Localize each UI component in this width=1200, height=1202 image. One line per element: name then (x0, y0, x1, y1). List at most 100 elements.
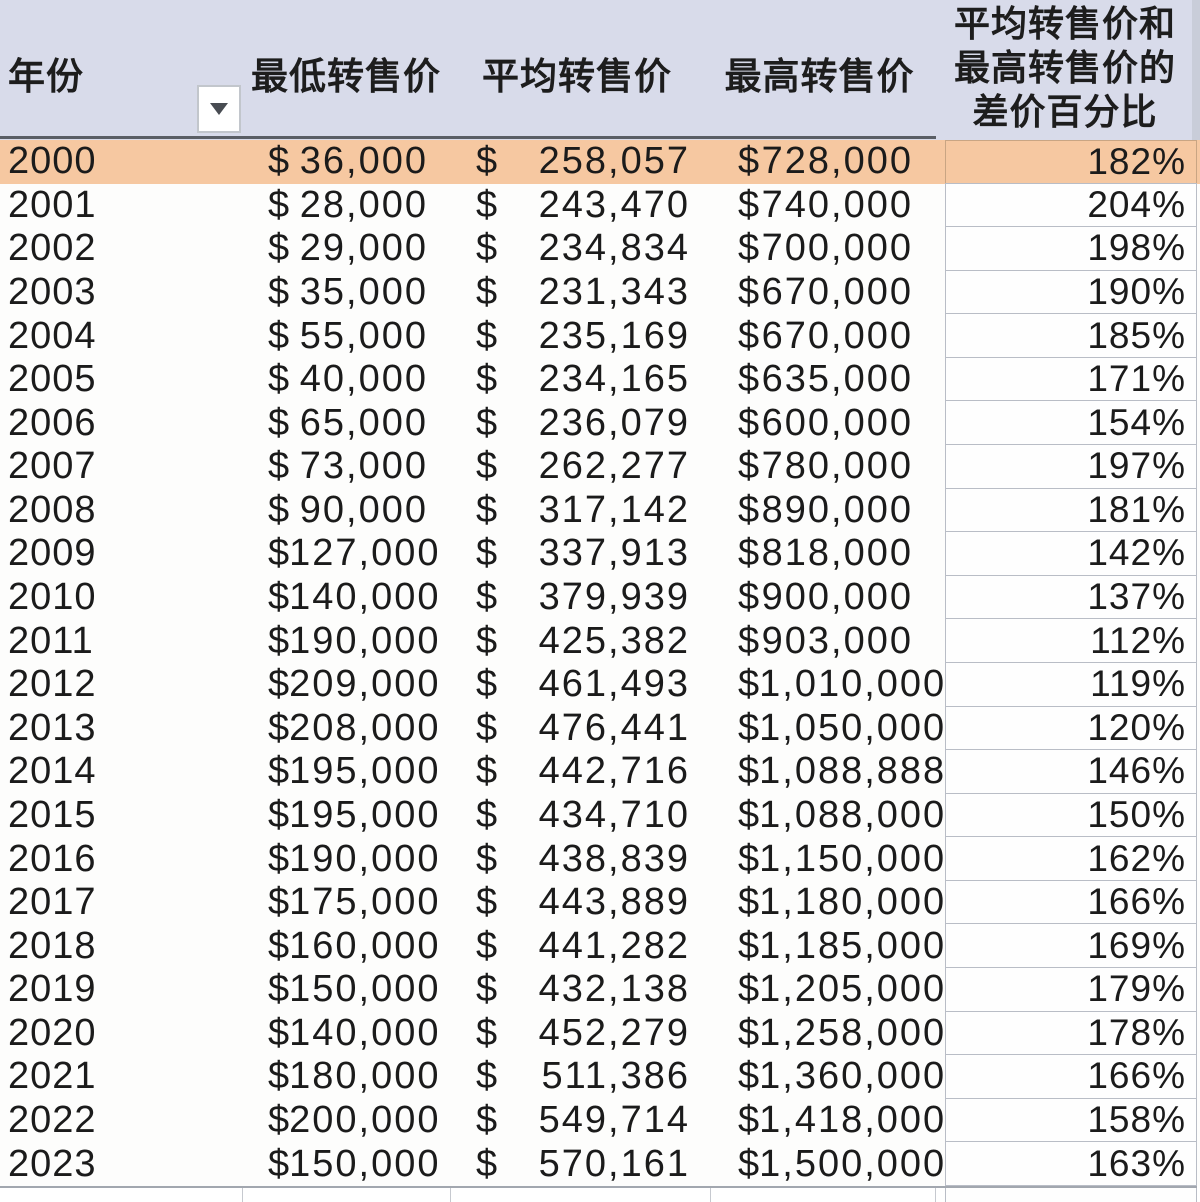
cell-max-price[interactable]: $ 1,258,000 (710, 1012, 944, 1056)
cell-year[interactable]: 2006 (8, 401, 97, 444)
cell-max-price[interactable]: $ 670,000 (710, 314, 935, 358)
cell-year[interactable]: 2015 (8, 793, 97, 836)
cell-year[interactable]: 2001 (8, 183, 97, 226)
cell-min-price[interactable]: $ 140,000 (242, 576, 450, 620)
cell-price-gap-percent[interactable]: 162% (945, 836, 1197, 881)
cell-year[interactable]: 2016 (8, 837, 97, 880)
year-filter-dropdown-button[interactable] (197, 85, 241, 133)
cell-max-price[interactable]: $ 1,500,000 (710, 1142, 944, 1186)
cell-avg-price[interactable]: $ 236,079 (450, 401, 710, 445)
cell-max-price[interactable]: $ 1,360,000 (710, 1055, 944, 1099)
cell-avg-price[interactable]: $ 432,138 (450, 968, 710, 1012)
cell-max-price[interactable]: $ 903,000 (710, 619, 935, 663)
cell-avg-price[interactable]: $ 234,165 (450, 358, 710, 402)
cell-avg-price[interactable]: $ 262,277 (450, 445, 710, 489)
cell-avg-price[interactable]: $ 317,142 (450, 489, 710, 533)
cell-min-price[interactable]: $ 40,000 (242, 358, 450, 402)
cell-year[interactable]: 2004 (8, 314, 97, 357)
cell-price-gap-percent[interactable]: 171% (945, 356, 1197, 402)
cell-price-gap-percent[interactable]: 185% (945, 313, 1197, 358)
cell-min-price[interactable]: $ 160,000 (242, 924, 450, 968)
cell-min-price[interactable]: $ 35,000 (242, 271, 450, 315)
cell-avg-price[interactable]: $ 476,441 (450, 707, 710, 751)
cell-min-price[interactable]: $ 73,000 (242, 445, 450, 489)
cell-min-price[interactable]: $ 65,000 (242, 401, 450, 445)
cell-year[interactable]: 2021 (8, 1055, 97, 1098)
cell-year[interactable]: 2013 (8, 706, 97, 749)
cell-year[interactable]: 2007 (8, 445, 97, 488)
cell-avg-price[interactable]: $ 337,913 (450, 532, 710, 576)
cell-avg-price[interactable]: $ 452,279 (450, 1012, 710, 1056)
cell-year[interactable]: 2003 (8, 271, 97, 314)
cell-avg-price[interactable]: $ 443,889 (450, 881, 710, 925)
cell-avg-price[interactable]: $ 570,161 (450, 1142, 710, 1186)
cell-min-price[interactable]: $ 36,000 (242, 140, 450, 184)
cell-avg-price[interactable]: $ 425,382 (450, 619, 710, 663)
cell-max-price[interactable]: $ 700,000 (710, 227, 935, 271)
cell-max-price[interactable]: $ 728,000 (710, 140, 935, 184)
cell-price-gap-percent[interactable]: 182% (945, 140, 1197, 184)
cell-year[interactable]: 2011 (8, 619, 94, 662)
cell-avg-price[interactable]: $ 243,470 (450, 184, 710, 228)
cell-price-gap-percent[interactable]: 178% (945, 1010, 1197, 1056)
cell-avg-price[interactable]: $ 461,493 (450, 663, 710, 707)
cell-max-price[interactable]: $ 818,000 (710, 532, 935, 576)
cell-price-gap-percent[interactable]: 137% (945, 574, 1197, 620)
cell-year[interactable]: 2019 (8, 968, 97, 1011)
cell-price-gap-percent[interactable]: 150% (945, 792, 1197, 838)
cell-price-gap-percent[interactable]: 204% (945, 182, 1197, 228)
cell-min-price[interactable]: $ 90,000 (242, 489, 450, 533)
cell-price-gap-percent[interactable]: 146% (945, 749, 1197, 794)
cell-price-gap-percent[interactable]: 142% (945, 531, 1197, 576)
cell-price-gap-percent[interactable]: 163% (945, 1141, 1197, 1186)
cell-max-price[interactable]: $ 600,000 (710, 401, 935, 445)
cell-max-price[interactable]: $ 1,185,000 (710, 924, 944, 968)
cell-max-price[interactable]: $ 1,418,000 (710, 1099, 944, 1143)
cell-year[interactable]: 2020 (8, 1011, 97, 1054)
cell-year[interactable]: 2012 (8, 663, 97, 706)
cell-price-gap-percent[interactable]: 197% (945, 444, 1197, 489)
cell-price-gap-percent[interactable]: 198% (945, 226, 1197, 271)
cell-year[interactable]: 2008 (8, 488, 97, 531)
cell-max-price[interactable]: $ 635,000 (710, 358, 935, 402)
cell-avg-price[interactable]: $ 549,714 (450, 1099, 710, 1143)
cell-avg-price[interactable]: $ 258,057 (450, 140, 710, 184)
cell-min-price[interactable]: $ 209,000 (242, 663, 450, 707)
cell-price-gap-percent[interactable]: 166% (945, 1054, 1197, 1099)
cell-year[interactable]: 2010 (8, 576, 97, 619)
cell-max-price[interactable]: $ 670,000 (710, 271, 935, 315)
cell-price-gap-percent[interactable]: 119% (945, 661, 1197, 707)
cell-min-price[interactable]: $ 195,000 (242, 794, 450, 838)
cell-year[interactable]: 2002 (8, 227, 97, 270)
cell-price-gap-percent[interactable]: 154% (945, 400, 1197, 446)
cell-year[interactable]: 2000 (8, 140, 97, 183)
cell-avg-price[interactable]: $ 235,169 (450, 314, 710, 358)
cell-min-price[interactable]: $ 150,000 (242, 1142, 450, 1186)
cell-min-price[interactable]: $ 127,000 (242, 532, 450, 576)
cell-min-price[interactable]: $ 190,000 (242, 619, 450, 663)
cell-year[interactable]: 2023 (8, 1142, 97, 1185)
cell-min-price[interactable]: $ 150,000 (242, 968, 450, 1012)
cell-price-gap-percent[interactable]: 112% (945, 618, 1197, 663)
cell-max-price[interactable]: $ 1,088,888 (710, 750, 944, 794)
cell-year[interactable]: 2014 (8, 750, 97, 793)
cell-avg-price[interactable]: $ 441,282 (450, 924, 710, 968)
cell-price-gap-percent[interactable]: 120% (945, 705, 1197, 751)
cell-min-price[interactable]: $ 175,000 (242, 881, 450, 925)
cell-min-price[interactable]: $ 200,000 (242, 1099, 450, 1143)
cell-min-price[interactable]: $ 180,000 (242, 1055, 450, 1099)
cell-max-price[interactable]: $ 740,000 (710, 184, 935, 228)
cell-avg-price[interactable]: $ 379,939 (450, 576, 710, 620)
cell-max-price[interactable]: $ 780,000 (710, 445, 935, 489)
cell-max-price[interactable]: $ 1,205,000 (710, 968, 944, 1012)
cell-max-price[interactable]: $ 1,010,000 (710, 663, 944, 707)
cell-year[interactable]: 2022 (8, 1099, 97, 1141)
cell-min-price[interactable]: $ 190,000 (242, 837, 450, 881)
cell-min-price[interactable]: $ 55,000 (242, 314, 450, 358)
cell-price-gap-percent[interactable]: 166% (945, 879, 1197, 925)
cell-price-gap-percent[interactable]: 158% (945, 1097, 1197, 1143)
cell-min-price[interactable]: $ 28,000 (242, 184, 450, 228)
cell-price-gap-percent[interactable]: 169% (945, 923, 1197, 968)
cell-min-price[interactable]: $ 29,000 (242, 227, 450, 271)
cell-avg-price[interactable]: $ 234,834 (450, 227, 710, 271)
